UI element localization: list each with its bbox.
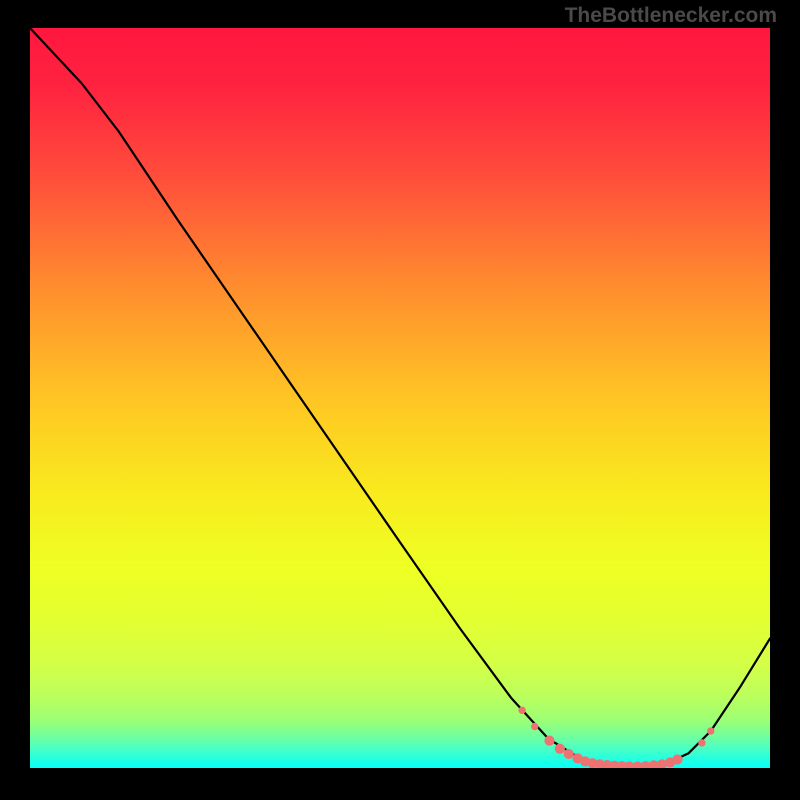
curve-marker [673, 755, 682, 764]
watermark-text: TheBottlenecker.com [565, 4, 777, 28]
chart-curve-layer [30, 28, 770, 768]
curve-marker [531, 723, 537, 729]
curve-marker [564, 749, 573, 758]
plot-area [30, 28, 770, 768]
curve-marker [555, 744, 564, 753]
curve-marker [708, 728, 714, 734]
curve-marker [657, 760, 666, 768]
curve-marker [519, 707, 525, 713]
bottleneck-curve [30, 28, 770, 767]
curve-marker [545, 736, 554, 745]
curve-marker [699, 740, 705, 746]
